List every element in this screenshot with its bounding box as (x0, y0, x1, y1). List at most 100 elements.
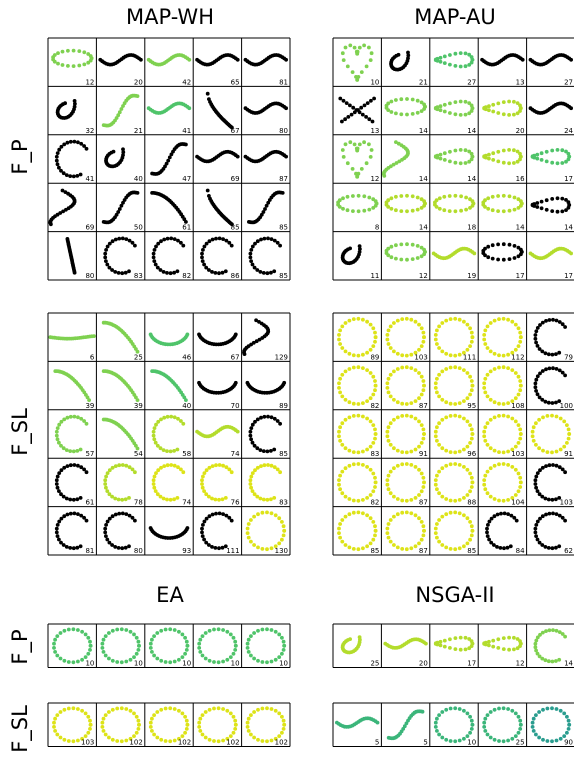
curve-point (386, 342, 391, 346)
curve-point (468, 326, 472, 331)
curve-point (453, 510, 458, 515)
curve-point (356, 450, 361, 455)
curve-point (338, 487, 342, 492)
curve-point (221, 628, 226, 632)
shape-cell: 40 (150, 369, 191, 410)
curve-point (255, 446, 260, 451)
curve-point (273, 513, 278, 518)
curve-point (433, 720, 438, 725)
curve-point (496, 209, 500, 214)
curve-point (249, 518, 253, 522)
curve-point (563, 634, 567, 639)
curve-point (404, 413, 409, 418)
curve-point (55, 474, 60, 479)
curve-point (368, 58, 373, 62)
curve-point (133, 470, 137, 475)
curve-point (58, 631, 63, 635)
curve-point (343, 494, 348, 499)
shape-cell: 14 (433, 99, 477, 135)
curve-point (385, 531, 390, 535)
curve-point (453, 193, 458, 198)
shape-cell: 87 (385, 462, 428, 507)
curve-point (200, 634, 205, 638)
curve-point (76, 738, 80, 743)
curve-point (492, 463, 497, 468)
cell-count-label: 10 (279, 660, 288, 668)
curve-point (442, 54, 447, 59)
curve-point (59, 468, 64, 473)
curve-point (512, 647, 516, 652)
curve-point (438, 55, 443, 60)
curve-point (487, 537, 491, 542)
curve-point (563, 470, 567, 475)
curve-point (278, 243, 282, 248)
curve-point (492, 415, 497, 420)
curve-point (510, 399, 515, 403)
curve-point (550, 352, 555, 357)
curve-point (356, 193, 361, 198)
curve-point (71, 706, 76, 711)
shape-cell: 25 (482, 706, 525, 747)
curve-point (485, 324, 490, 329)
shape-cell: 10 (245, 627, 288, 668)
curve-point (151, 478, 156, 483)
curve-point (415, 98, 420, 103)
curve-point (483, 438, 488, 443)
curve-point (409, 546, 414, 551)
cell-count-label: 85 (279, 450, 288, 458)
curve-point (405, 97, 409, 101)
curve-point (417, 396, 421, 401)
curve-point (435, 522, 439, 526)
curve-point (413, 319, 418, 324)
curve-point (537, 735, 541, 740)
curve-point (201, 248, 205, 252)
curve-point (433, 434, 438, 439)
curve-point (501, 100, 506, 104)
curve-point (365, 319, 369, 324)
curve-point (364, 64, 369, 69)
curve-point (176, 238, 180, 243)
curve-point (375, 720, 380, 725)
curve-point (175, 496, 180, 500)
cell-count-label: 25 (134, 353, 143, 361)
curve-point (512, 161, 516, 165)
curve-point (538, 323, 542, 327)
curve-point (496, 101, 501, 106)
curve-point (453, 64, 458, 68)
shape-cell: 10 (148, 627, 191, 668)
curve-point (554, 545, 558, 550)
curve-point (187, 57, 192, 62)
curve-point (533, 381, 538, 386)
cell-count-label: 46 (182, 353, 191, 361)
curve-point (373, 330, 377, 335)
curve-point (337, 434, 341, 439)
curve-point (404, 721, 409, 726)
curve-point (565, 730, 569, 735)
curve-point (217, 546, 221, 551)
curve-point (57, 519, 62, 524)
curve-point (361, 449, 365, 454)
curve-point (117, 236, 122, 241)
curve-point (110, 658, 115, 663)
curve-point (518, 436, 523, 441)
curve-point (136, 727, 141, 731)
shape-cell: 104 (482, 462, 525, 507)
cell-count-label: 76 (231, 499, 240, 507)
curve-point (567, 722, 572, 727)
curve-point (355, 51, 360, 56)
curve-point (65, 512, 70, 517)
curve-point (435, 390, 439, 395)
curve-point (395, 318, 400, 323)
curve-point (457, 738, 462, 743)
shape-cell: 17 (481, 242, 525, 280)
curve-point (395, 512, 400, 517)
cell-count-label: 21 (134, 127, 143, 135)
curve-point (343, 417, 348, 422)
curve-point (282, 380, 287, 385)
curve-point (76, 707, 80, 711)
curve-point (448, 62, 452, 67)
curve-point (491, 151, 496, 156)
curve-point (72, 99, 77, 103)
cell-count-label: 87 (419, 547, 428, 555)
curve-point (159, 417, 163, 422)
